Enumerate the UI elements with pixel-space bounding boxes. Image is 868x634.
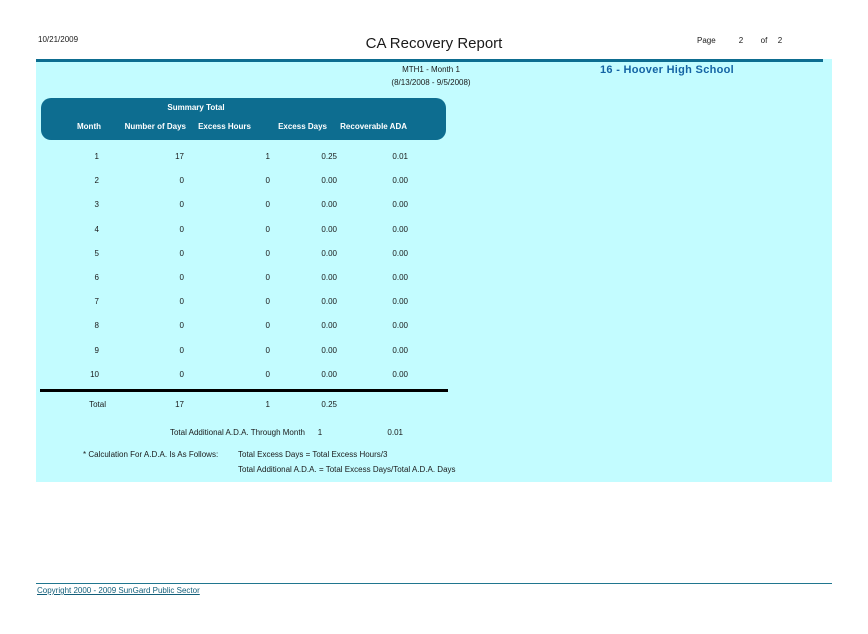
table-cell: 0 bbox=[179, 200, 184, 210]
report-period-line2: (8/13/2008 - 9/5/2008) bbox=[391, 78, 471, 87]
report-period-line1: MTH1 - Month 1 bbox=[402, 65, 460, 74]
school-name: 16 - Hoover High School bbox=[600, 64, 735, 76]
total-additional-ada-month: 1 bbox=[317, 428, 323, 437]
page-indicator: Page 2 of 2 bbox=[697, 36, 787, 45]
table-row: 6 0 0 0.00 0.00 bbox=[41, 266, 413, 290]
table-cell: 5 bbox=[94, 248, 99, 258]
table-cell: 0.00 bbox=[321, 321, 337, 331]
table-cell: 0 bbox=[265, 176, 270, 186]
table-row: 1 17 1 0.25 0.01 bbox=[41, 145, 413, 169]
table-cell: 0.00 bbox=[321, 345, 337, 355]
table-total-row: Total 17 1 0.25 bbox=[41, 397, 413, 413]
table-cell: 0.00 bbox=[392, 272, 408, 282]
copyright-link[interactable]: Copyright 2000 - 2009 SunGard Public Sec… bbox=[37, 586, 200, 595]
total-additional-ada-label: Total Additional A.D.A. Through Month bbox=[169, 428, 305, 437]
table-cell: 1 bbox=[94, 152, 99, 161]
table-cell: 0.00 bbox=[392, 200, 408, 210]
table-cell: 0 bbox=[179, 176, 184, 186]
footer-rule bbox=[36, 583, 832, 584]
table-cell: 0 bbox=[179, 345, 184, 355]
table-cell: 9 bbox=[94, 345, 99, 355]
table-row: 10 0 0 0.00 0.00 bbox=[41, 363, 413, 387]
table-cell: 0.00 bbox=[392, 297, 408, 307]
table-group-header: Summary Total bbox=[167, 103, 225, 112]
table-cell: 0.00 bbox=[392, 345, 408, 355]
report-body-panel: MTH1 - Month 1 (8/13/2008 - 9/5/2008) 16… bbox=[36, 59, 832, 482]
table-column-headers: Month Number of Days Excess Hours Excess… bbox=[36, 121, 408, 133]
report-date: 10/21/2009 bbox=[38, 35, 79, 44]
total-additional-ada-value: 0.01 bbox=[387, 428, 403, 437]
table-cell: 0.01 bbox=[392, 152, 408, 161]
table-cell: 0.00 bbox=[392, 369, 408, 379]
table-rows: 1 17 1 0.25 0.01 2 0 0 0.00 0.00 3 0 0 0.00 0.00 4 0 0 0.0… bbox=[41, 145, 413, 387]
column-header-excess-hours: Excess Hours bbox=[198, 122, 251, 131]
table-cell: 0 bbox=[179, 224, 184, 234]
table-cell: 0 bbox=[179, 272, 184, 282]
table-cell: 0.00 bbox=[392, 321, 408, 331]
table-row: 4 0 0 0.00 0.00 bbox=[41, 218, 413, 242]
table-cell: 0 bbox=[179, 369, 184, 379]
table-cell: 0.00 bbox=[321, 248, 337, 258]
calculation-formula-2: Total Additional A.D.A. = Total Excess D… bbox=[238, 465, 456, 474]
table-cell: 0 bbox=[265, 369, 270, 379]
page-number: 2 bbox=[738, 36, 744, 45]
table-row: 2 0 0 0.00 0.00 bbox=[41, 169, 413, 193]
total-label: Total bbox=[89, 400, 106, 409]
table-row: 5 0 0 0.00 0.00 bbox=[41, 242, 413, 266]
table-total-rule bbox=[40, 389, 448, 392]
calculation-formula-1: Total Excess Days = Total Excess Hours/3 bbox=[238, 450, 388, 459]
page-total: 2 bbox=[777, 36, 783, 45]
table-cell: 0.00 bbox=[392, 176, 408, 186]
column-header-recoverable-ada: Recoverable ADA bbox=[340, 122, 407, 131]
calculation-note-label: * Calculation For A.D.A. Is As Follows: bbox=[83, 450, 219, 459]
table-cell: 0 bbox=[265, 224, 270, 234]
total-recoverable-ada bbox=[337, 397, 413, 413]
table-cell: 0.00 bbox=[321, 200, 337, 210]
page-title: CA Recovery Report bbox=[365, 35, 503, 52]
table-cell: 0.00 bbox=[321, 176, 337, 186]
table-cell: 1 bbox=[265, 152, 270, 161]
table-cell: 0.00 bbox=[321, 272, 337, 282]
table-cell: 0.00 bbox=[321, 224, 337, 234]
table-cell: 0 bbox=[265, 321, 270, 331]
table-cell: 0.00 bbox=[321, 369, 337, 379]
table-cell: 2 bbox=[94, 176, 99, 186]
table-cell: 0 bbox=[179, 248, 184, 258]
column-header-number-of-days: Number of Days bbox=[124, 122, 186, 131]
table-cell: 10 bbox=[90, 369, 99, 379]
table-cell: 8 bbox=[94, 321, 99, 331]
table-cell: 0 bbox=[265, 345, 270, 355]
table-cell: 0.00 bbox=[392, 224, 408, 234]
column-header-month: Month bbox=[77, 122, 101, 131]
table-cell: 0 bbox=[265, 248, 270, 258]
table-cell: 0.00 bbox=[392, 248, 408, 258]
table-cell: 0 bbox=[179, 297, 184, 307]
table-row: 7 0 0 0.00 0.00 bbox=[41, 290, 413, 314]
table-cell: 17 bbox=[175, 152, 184, 161]
total-excess-days: 0.25 bbox=[321, 400, 337, 409]
table-cell: 0 bbox=[265, 200, 270, 210]
table-row: 8 0 0 0.00 0.00 bbox=[41, 314, 413, 338]
table-row: 3 0 0 0.00 0.00 bbox=[41, 193, 413, 217]
table-cell: 6 bbox=[94, 272, 99, 282]
table-cell: 0 bbox=[179, 321, 184, 331]
column-header-excess-days: Excess Days bbox=[278, 122, 327, 131]
table-cell: 0.25 bbox=[321, 152, 337, 161]
total-number-of-days: 17 bbox=[175, 400, 184, 409]
table-cell: 0.00 bbox=[321, 297, 337, 307]
table-cell: 0 bbox=[265, 297, 270, 307]
panel-top-rule bbox=[36, 59, 823, 62]
table-row: 9 0 0 0.00 0.00 bbox=[41, 339, 413, 363]
table-cell: 4 bbox=[94, 224, 99, 234]
page-of-label: of bbox=[760, 36, 768, 45]
table-cell: 7 bbox=[94, 297, 99, 307]
table-header-box: Summary Total bbox=[41, 98, 446, 140]
page-label: Page bbox=[697, 36, 716, 45]
table-cell: 3 bbox=[94, 200, 99, 210]
table-cell: 0 bbox=[265, 272, 270, 282]
total-excess-hours: 1 bbox=[265, 400, 270, 409]
